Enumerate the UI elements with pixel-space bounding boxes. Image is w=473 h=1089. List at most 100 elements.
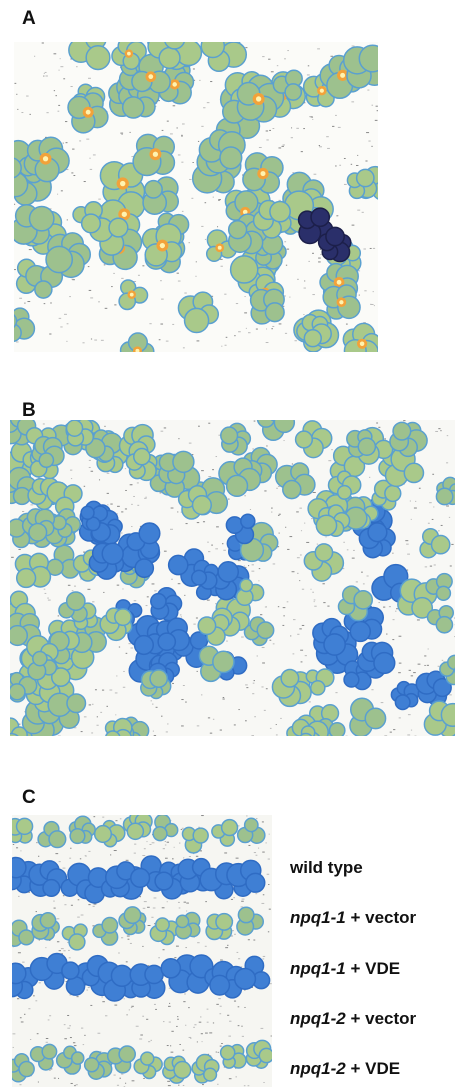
speckle	[92, 601, 95, 603]
leaf	[101, 542, 124, 565]
speckle	[60, 953, 64, 955]
speckle	[219, 1005, 222, 1007]
speckle	[245, 47, 248, 49]
panel-label: C	[22, 787, 36, 808]
speckle	[43, 588, 46, 590]
speckle	[177, 511, 179, 513]
speckle	[282, 305, 285, 307]
speckle	[67, 1027, 71, 1029]
speckle	[383, 606, 386, 608]
speckle	[103, 264, 106, 266]
speckle	[258, 580, 260, 582]
speckle	[119, 818, 122, 820]
speckle	[296, 511, 299, 513]
speckle	[285, 526, 287, 528]
leaf	[121, 96, 145, 119]
speckle	[73, 727, 77, 729]
speckle	[36, 1033, 39, 1035]
speckle	[241, 898, 245, 900]
speckle	[129, 942, 132, 944]
speckle	[410, 518, 412, 520]
speckle	[124, 468, 127, 470]
speckle	[281, 145, 284, 147]
speckle	[171, 1030, 174, 1032]
speckle	[245, 327, 247, 329]
speckle	[34, 55, 36, 57]
speckle	[374, 119, 378, 121]
speckle	[90, 297, 94, 299]
speckle	[115, 513, 118, 515]
speckle	[177, 1018, 179, 1020]
speckle	[209, 1032, 213, 1034]
speckle	[16, 998, 20, 1000]
speckle	[234, 335, 236, 337]
leaf	[220, 426, 239, 445]
speckle	[68, 949, 70, 951]
speckle	[301, 588, 305, 590]
speckle	[195, 261, 197, 263]
leaf	[303, 329, 322, 348]
leaf	[154, 871, 174, 891]
speckle	[384, 735, 388, 736]
speckle	[312, 591, 314, 593]
speckle	[176, 272, 179, 274]
speckle	[104, 307, 108, 309]
rosette-center	[85, 109, 91, 115]
leaf	[197, 616, 217, 636]
speckle	[24, 1013, 26, 1015]
speckle	[142, 1015, 145, 1017]
speckle	[75, 1084, 78, 1086]
speckle	[207, 541, 209, 543]
speckle	[314, 605, 317, 607]
speckle	[261, 686, 264, 688]
speckle	[110, 854, 112, 856]
speckle	[149, 843, 152, 845]
speckle	[185, 1024, 187, 1026]
speckle	[80, 731, 83, 733]
speckle	[196, 1041, 198, 1043]
speckle	[171, 858, 174, 860]
rosette-center	[127, 51, 131, 56]
speckle	[251, 570, 255, 572]
speckle	[60, 948, 64, 950]
speckle	[367, 89, 370, 91]
speckle	[49, 333, 52, 335]
speckle	[46, 112, 49, 114]
speckle	[238, 958, 241, 960]
speckle	[82, 342, 85, 344]
speckle	[106, 492, 109, 494]
leaf	[367, 522, 388, 543]
leaf	[225, 474, 249, 498]
speckle	[167, 1080, 171, 1082]
speckle	[11, 556, 14, 558]
leaf	[200, 42, 226, 59]
speckle	[290, 635, 292, 637]
leaf	[167, 554, 189, 576]
leaf	[411, 596, 434, 619]
speckle	[184, 993, 186, 995]
speckle	[372, 291, 374, 293]
speckle	[145, 605, 148, 607]
leaf	[392, 421, 412, 441]
leaf	[150, 592, 167, 610]
leaf	[435, 615, 454, 634]
speckle	[67, 584, 71, 586]
speckle	[319, 248, 322, 250]
speckle	[230, 898, 234, 900]
speckle	[125, 489, 127, 491]
speckle	[183, 1001, 186, 1003]
speckle	[424, 655, 427, 657]
speckle	[300, 151, 303, 153]
speckle	[121, 277, 124, 279]
speckle	[125, 859, 129, 861]
speckle	[233, 724, 236, 726]
speckle	[275, 724, 277, 726]
construct: + vector	[350, 1009, 416, 1028]
leaf	[430, 534, 451, 555]
speckle	[244, 1006, 246, 1008]
speckle	[263, 1082, 265, 1084]
speckle	[312, 294, 315, 296]
speckle	[152, 907, 156, 909]
speckle	[237, 1025, 240, 1027]
